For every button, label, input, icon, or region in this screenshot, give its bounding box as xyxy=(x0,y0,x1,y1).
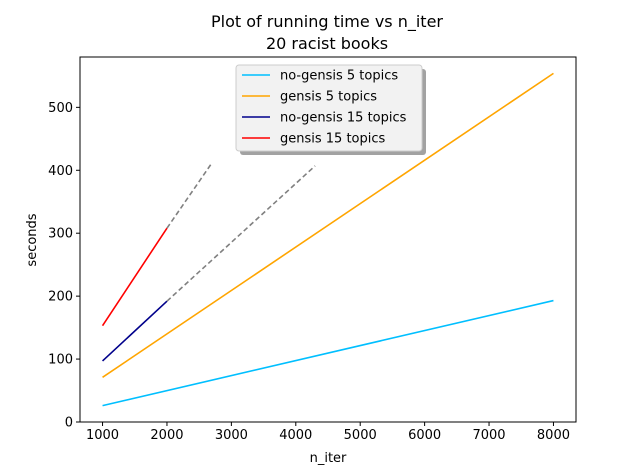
legend-box xyxy=(235,64,423,152)
x-axis-label: n_iter xyxy=(310,451,347,466)
chart-subtitle: 20 racist books xyxy=(266,34,388,53)
series-line-no-gensis-5-topics xyxy=(102,299,554,407)
x-tick-label: 2000 xyxy=(150,428,183,443)
x-tick-label: 1000 xyxy=(86,428,119,443)
y-tick-label: 100 xyxy=(48,353,73,368)
series-line-no-gensis-15-topics xyxy=(102,300,168,362)
x-tick-label: 7000 xyxy=(472,428,505,443)
y-tick-label: 400 xyxy=(48,164,73,179)
series-line-gensis-15-topics xyxy=(101,227,168,327)
x-axis-ticks: 1000 2000 3000 4000 5000 6000 7000 8000 xyxy=(86,422,570,443)
x-tick-label: 6000 xyxy=(408,428,441,443)
legend: no-gensis 5 topics gensis 5 topics no-gens… xyxy=(235,64,426,155)
x-tick-label: 5000 xyxy=(344,428,377,443)
series-lines xyxy=(101,72,554,407)
legend-label: gensis 15 topics xyxy=(280,132,386,147)
y-tick-label: 200 xyxy=(48,290,73,305)
series-line-gensis-5-topics xyxy=(102,72,554,378)
x-tick-label: 4000 xyxy=(279,428,312,443)
chart-title: Plot of running time vs n_iter xyxy=(211,12,443,32)
legend-label: no-gensis 5 topics xyxy=(280,69,398,84)
x-tick-label: 3000 xyxy=(215,428,248,443)
legend-items: no-gensis 5 topics gensis 5 topics no-gens… xyxy=(242,69,407,147)
y-tick-label: 500 xyxy=(48,101,73,116)
dashed-projection-line-5 xyxy=(166,162,213,229)
y-axis-label: seconds xyxy=(25,213,40,266)
plot-frame xyxy=(79,56,577,423)
x-tick-label: 8000 xyxy=(537,428,570,443)
y-axis-ticks: 0 100 200 300 400 500 xyxy=(48,101,80,431)
dashed-projection-line-4 xyxy=(166,165,316,302)
legend-label: gensis 5 topics xyxy=(280,90,377,105)
y-tick-label: 300 xyxy=(48,227,73,242)
y-tick-label: 0 xyxy=(65,416,73,431)
legend-label: no-gensis 15 topics xyxy=(280,111,407,126)
